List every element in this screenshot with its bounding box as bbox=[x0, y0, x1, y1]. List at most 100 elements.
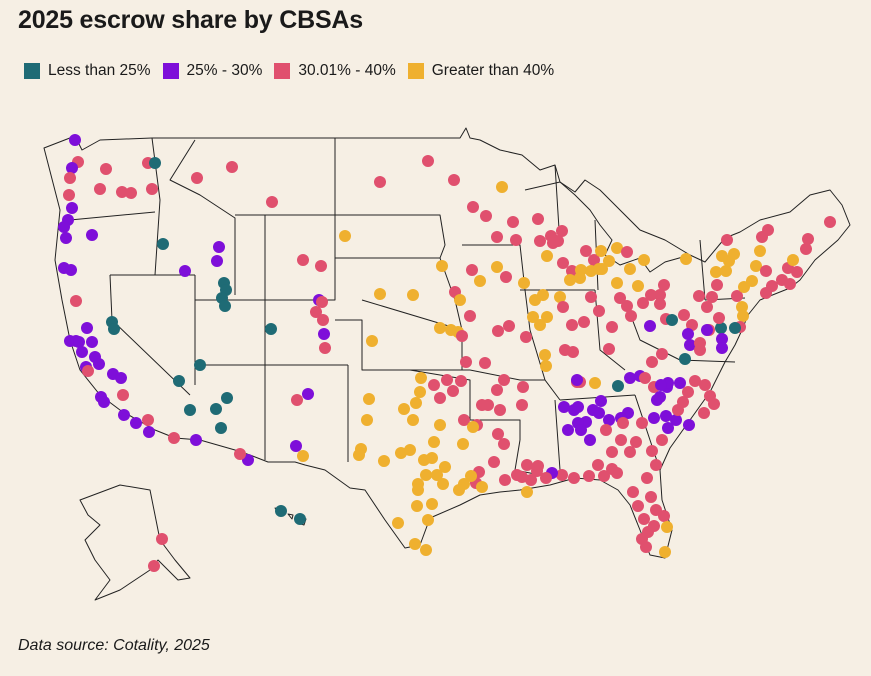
dot-30-40 bbox=[621, 246, 633, 258]
dot-30-40 bbox=[559, 344, 571, 356]
dot-greater-40 bbox=[787, 254, 799, 266]
dot-25-30 bbox=[655, 379, 667, 391]
dot-greater-40 bbox=[541, 250, 553, 262]
dot-greater-40 bbox=[539, 349, 551, 361]
dot-30-40 bbox=[641, 472, 653, 484]
dot-30-40 bbox=[580, 245, 592, 257]
map-title: 2025 escrow share by CBSAs bbox=[18, 6, 363, 34]
dot-30-40 bbox=[510, 234, 522, 246]
dot-greater-40 bbox=[476, 481, 488, 493]
dot-greater-40 bbox=[412, 484, 424, 496]
dot-30-40 bbox=[428, 379, 440, 391]
dot-greater-40 bbox=[474, 275, 486, 287]
dot-25-30 bbox=[81, 322, 93, 334]
dot-30-40 bbox=[760, 265, 772, 277]
dot-greater-40 bbox=[407, 289, 419, 301]
dot-30-40 bbox=[168, 432, 180, 444]
dot-30-40 bbox=[617, 417, 629, 429]
dot-30-40 bbox=[557, 257, 569, 269]
great-lakes bbox=[524, 181, 691, 273]
dot-30-40 bbox=[636, 417, 648, 429]
dot-less-than-25 bbox=[149, 157, 161, 169]
dot-greater-40 bbox=[728, 248, 740, 260]
dot-greater-40 bbox=[624, 263, 636, 275]
dot-greater-40 bbox=[434, 419, 446, 431]
dot-30-40 bbox=[614, 292, 626, 304]
dot-greater-40 bbox=[411, 500, 423, 512]
dot-30-40 bbox=[658, 510, 670, 522]
dot-greater-40 bbox=[527, 311, 539, 323]
dot-greater-40 bbox=[374, 288, 386, 300]
dot-greater-40 bbox=[720, 265, 732, 277]
dot-greater-40 bbox=[596, 263, 608, 275]
dot-30-40 bbox=[234, 448, 246, 460]
dot-30-40 bbox=[500, 271, 512, 283]
dot-greater-40 bbox=[404, 444, 416, 456]
legend-item-25-30: 25% - 30% bbox=[162, 62, 262, 80]
dot-greater-40 bbox=[554, 291, 566, 303]
dot-greater-40 bbox=[541, 311, 553, 323]
dot-30-40 bbox=[492, 428, 504, 440]
dot-30-40 bbox=[585, 291, 597, 303]
dot-25-30 bbox=[318, 328, 330, 340]
dot-greater-40 bbox=[392, 517, 404, 529]
dot-25-30 bbox=[682, 328, 694, 340]
dot-less-than-25 bbox=[219, 300, 231, 312]
dot-25-30 bbox=[60, 232, 72, 244]
dot-greater-40 bbox=[467, 421, 479, 433]
dot-30-40 bbox=[566, 319, 578, 331]
dot-greater-40 bbox=[611, 277, 623, 289]
dot-30-40 bbox=[556, 225, 568, 237]
dot-30-40 bbox=[266, 196, 278, 208]
dot-30-40 bbox=[698, 407, 710, 419]
dot-25-30 bbox=[716, 342, 728, 354]
dot-greater-40 bbox=[297, 450, 309, 462]
dot-25-30 bbox=[130, 417, 142, 429]
dot-greater-40 bbox=[420, 544, 432, 556]
dot-25-30 bbox=[587, 404, 599, 416]
dot-25-30 bbox=[118, 409, 130, 421]
dot-25-30 bbox=[575, 424, 587, 436]
dot-less-than-25 bbox=[210, 403, 222, 415]
dot-30-40 bbox=[713, 312, 725, 324]
dot-30-40 bbox=[507, 216, 519, 228]
dot-25-30 bbox=[595, 395, 607, 407]
dot-greater-40 bbox=[595, 245, 607, 257]
dot-25-30 bbox=[662, 422, 674, 434]
dot-30-40 bbox=[731, 290, 743, 302]
dot-30-40 bbox=[100, 163, 112, 175]
dot-30-40 bbox=[621, 300, 633, 312]
dot-30-40 bbox=[760, 287, 772, 299]
data-source: Data source: Cotality, 2025 bbox=[18, 637, 210, 654]
dot-less-than-25 bbox=[215, 422, 227, 434]
dot-30-40 bbox=[646, 356, 658, 368]
dot-less-than-25 bbox=[157, 238, 169, 250]
dot-less-than-25 bbox=[275, 505, 287, 517]
dot-25-30 bbox=[648, 412, 660, 424]
dot-30-40 bbox=[441, 374, 453, 386]
dot-30-40 bbox=[520, 331, 532, 343]
legend-item-greater-40: Greater than 40% bbox=[407, 62, 554, 80]
dot-30-40 bbox=[624, 446, 636, 458]
dot-25-30 bbox=[86, 336, 98, 348]
dot-greater-40 bbox=[414, 386, 426, 398]
dot-30-40 bbox=[650, 459, 662, 471]
dot-30-40 bbox=[693, 290, 705, 302]
dot-30-40 bbox=[482, 399, 494, 411]
dot-30-40 bbox=[578, 316, 590, 328]
dot-greater-40 bbox=[716, 250, 728, 262]
dot-greater-40 bbox=[575, 264, 587, 276]
dot-30-40 bbox=[291, 394, 303, 406]
dot-30-40 bbox=[645, 289, 657, 301]
dot-30-40 bbox=[156, 533, 168, 545]
dot-30-40 bbox=[116, 186, 128, 198]
dot-greater-40 bbox=[737, 310, 749, 322]
dot-30-40 bbox=[374, 176, 386, 188]
dot-30-40 bbox=[125, 187, 137, 199]
dot-30-40 bbox=[658, 279, 670, 291]
dot-30-40 bbox=[467, 201, 479, 213]
dot-greater-40 bbox=[398, 403, 410, 415]
dot-25-30 bbox=[684, 339, 696, 351]
dot-25-30 bbox=[190, 434, 202, 446]
